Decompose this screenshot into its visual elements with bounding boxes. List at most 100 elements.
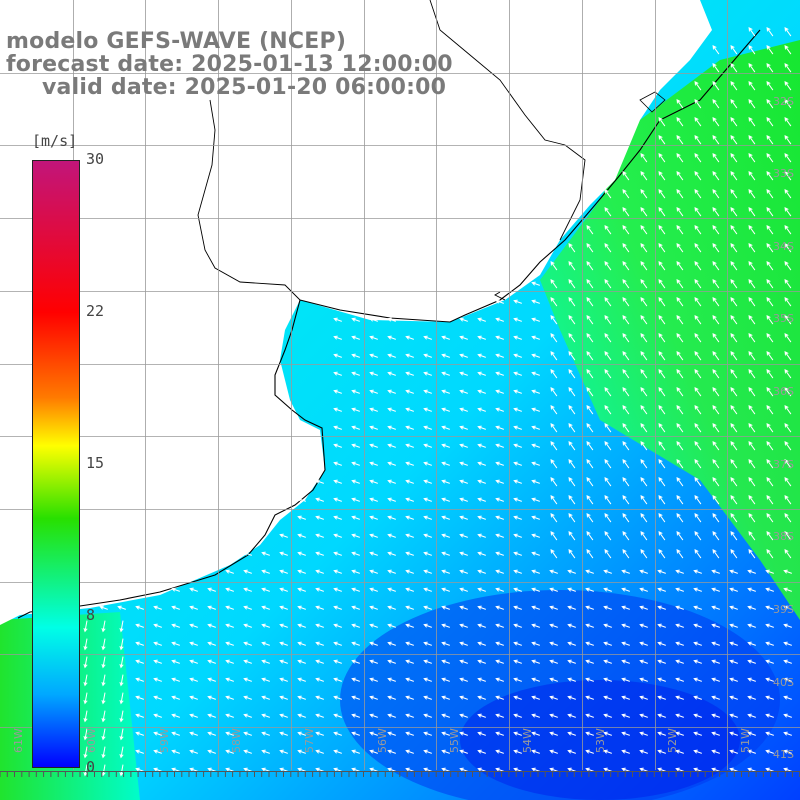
wind-arrow	[423, 443, 432, 448]
wind-arrow	[297, 659, 306, 664]
wind-arrow	[567, 605, 576, 610]
wind-arrow	[171, 695, 180, 700]
wind-arrow	[693, 677, 702, 682]
wind-arrow	[748, 333, 756, 343]
wind-arrow	[369, 407, 378, 412]
wind-arrow	[369, 659, 378, 664]
wind-arrow	[676, 387, 684, 397]
wind-arrow	[730, 441, 738, 451]
wind-arrow	[604, 477, 612, 487]
wind-arrow	[333, 605, 342, 610]
lon-label: 52W	[666, 728, 679, 753]
wind-arrow	[531, 713, 540, 718]
wind-arrow	[783, 713, 792, 718]
wind-arrow	[658, 135, 666, 145]
wind-arrow	[207, 677, 216, 682]
wind-arrow	[603, 605, 612, 610]
wind-arrow	[640, 423, 648, 433]
wind-arrow	[621, 767, 630, 772]
wind-arrow	[405, 425, 414, 430]
wind-arrow	[513, 569, 522, 574]
wind-arrow	[676, 423, 684, 433]
wind-arrow	[766, 351, 774, 361]
wind-arrow	[675, 605, 684, 610]
wind-arrow	[603, 713, 612, 718]
wind-arrow	[603, 731, 612, 736]
wind-arrow	[567, 695, 576, 700]
wind-arrow	[513, 299, 522, 304]
wind-arrow	[657, 749, 666, 754]
wind-arrow	[604, 531, 612, 541]
wind-arrow	[333, 551, 342, 556]
wind-arrow	[640, 477, 648, 487]
wind-arrow	[351, 551, 360, 556]
wind-arrow	[676, 531, 684, 541]
wind-arrow	[568, 369, 576, 379]
wind-arrow	[586, 387, 594, 397]
wind-arrow	[657, 695, 666, 700]
wind-arrow	[153, 659, 162, 664]
wind-arrow	[568, 531, 576, 541]
wind-arrow	[568, 279, 576, 289]
wind-arrow	[459, 695, 468, 700]
wind-arrow	[333, 569, 342, 574]
wind-arrow	[315, 533, 324, 538]
wind-arrow	[333, 695, 342, 700]
wind-arrow	[676, 135, 684, 145]
wind-arrow	[261, 569, 270, 574]
wind-arrow	[225, 713, 234, 718]
wind-arrow	[765, 587, 774, 592]
wind-arrow	[495, 659, 504, 664]
wind-arrow	[568, 423, 576, 433]
wind-arrow	[586, 351, 594, 361]
wind-arrow	[495, 443, 504, 448]
wind-arrow	[676, 99, 684, 109]
wind-arrow	[387, 767, 396, 772]
wind-arrow	[531, 533, 540, 538]
wind-arrow	[531, 335, 540, 340]
wind-arrow	[604, 459, 612, 469]
wind-arrow	[369, 641, 378, 646]
wind-arrow	[657, 587, 666, 592]
wind-arrow	[135, 695, 144, 700]
wind-arrow	[784, 261, 792, 271]
wind-arrow	[531, 695, 540, 700]
wind-arrow	[604, 513, 612, 523]
wind-arrow	[748, 63, 756, 73]
colorbar-tick: 15	[86, 454, 105, 472]
wind-arrow	[585, 749, 594, 754]
wind-arrow	[712, 387, 720, 397]
wind-arrow	[639, 695, 648, 700]
wind-arrow	[658, 423, 666, 433]
wind-arrow	[351, 623, 360, 628]
wind-arrow	[279, 569, 288, 574]
wind-arrow	[531, 605, 540, 610]
wind-arrow	[694, 81, 702, 91]
wind-arrow	[747, 713, 756, 718]
wind-arrow	[730, 297, 738, 307]
wind-arrow	[568, 297, 576, 307]
wind-arrow	[297, 713, 306, 718]
wind-arrow	[766, 333, 774, 343]
wind-arrow	[477, 623, 486, 628]
wind-arrows	[83, 27, 792, 777]
wind-arrow	[405, 497, 414, 502]
wind-arrow	[748, 351, 756, 361]
wind-arrow	[153, 677, 162, 682]
wind-arrow	[531, 515, 540, 520]
wind-arrow	[243, 677, 252, 682]
wind-arrow	[585, 695, 594, 700]
wind-arrow	[694, 531, 702, 541]
wind-arrow	[694, 189, 702, 199]
wind-arrow	[135, 605, 144, 610]
wind-arrow	[351, 443, 360, 448]
wind-arrow	[333, 353, 342, 358]
wind-arrow	[405, 587, 414, 592]
wind-arrow	[712, 477, 720, 487]
wind-arrow	[711, 695, 720, 700]
wind-arrow	[459, 587, 468, 592]
wind-arrow	[171, 749, 180, 754]
wind-arrow	[279, 623, 288, 628]
wind-arrow	[83, 764, 88, 777]
wind-arrow	[747, 767, 756, 772]
